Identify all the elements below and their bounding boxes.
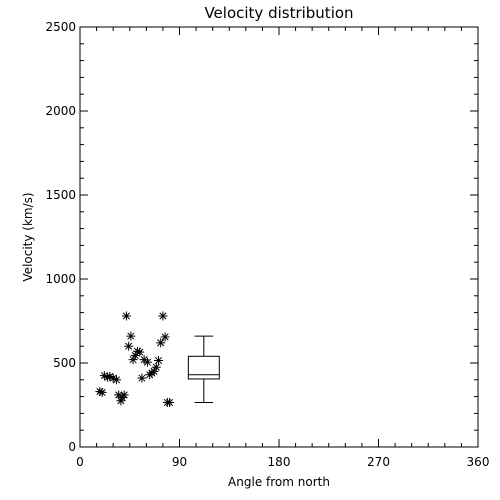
data-point <box>111 375 121 385</box>
x-tick-label: 0 <box>76 455 84 469</box>
data-point <box>153 355 163 365</box>
boxplot <box>187 335 220 403</box>
chart-title: Velocity distribution <box>204 4 353 22</box>
x-axis-ticks: 0 90 180 270 360 <box>76 27 489 469</box>
x-tick-label: 270 <box>367 455 390 469</box>
data-point <box>137 373 147 383</box>
x-axis-label: Angle from north <box>228 475 330 489</box>
x-tick-label: 360 <box>467 455 490 469</box>
data-point <box>156 338 166 348</box>
data-point <box>126 331 136 341</box>
data-point <box>119 390 129 400</box>
data-point <box>160 332 170 342</box>
y-tick-label: 2000 <box>45 104 76 118</box>
y-tick-label: 500 <box>53 356 76 370</box>
y-tick-label: 0 <box>68 440 76 454</box>
y-tick-label: 2500 <box>45 20 76 34</box>
y-axis-ticks: 0 500 1000 1500 2000 2500 <box>45 20 478 454</box>
data-point <box>158 311 168 321</box>
data-point <box>135 347 145 357</box>
data-point <box>97 387 107 397</box>
y-tick-label: 1000 <box>45 272 76 286</box>
scatter-points <box>95 311 175 407</box>
data-point <box>149 366 159 376</box>
x-tick-label: 90 <box>172 455 187 469</box>
data-point <box>121 311 131 321</box>
plot-frame <box>79 26 479 448</box>
y-axis-label: Velocity (km/s) <box>21 192 35 281</box>
data-point <box>151 362 161 372</box>
boxplot-box <box>187 355 220 380</box>
data-point <box>165 397 175 407</box>
x-tick-label: 180 <box>268 455 291 469</box>
y-tick-label: 1500 <box>45 188 76 202</box>
data-point <box>142 357 152 367</box>
data-point <box>124 341 134 351</box>
